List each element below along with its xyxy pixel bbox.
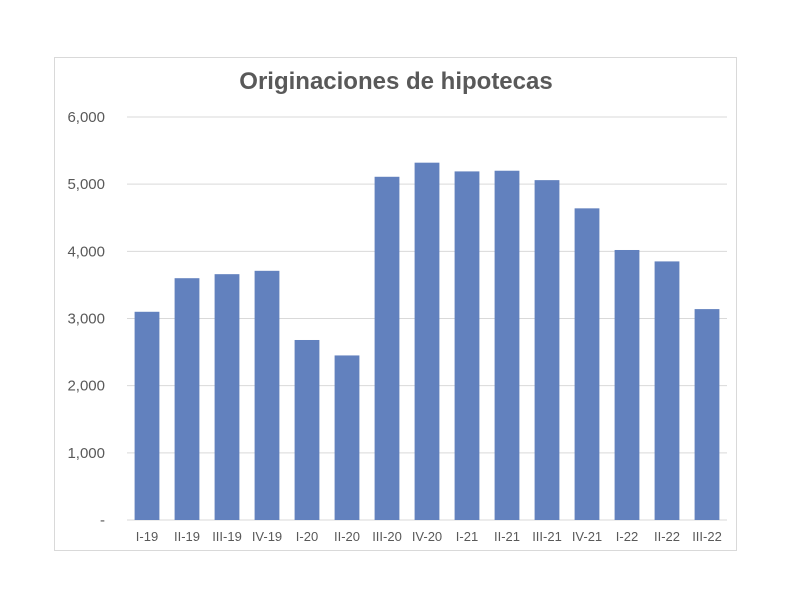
bar-IV-20 — [414, 162, 440, 520]
bar-III-21 — [534, 180, 560, 521]
bars — [134, 162, 720, 521]
bar-I-19 — [134, 311, 160, 520]
bar-I-20 — [294, 339, 320, 520]
y-tick-label: 2,000 — [67, 378, 105, 395]
y-axis-ticks: - 1,000 2,000 3,000 4,000 5,000 6,000 — [67, 109, 105, 529]
bar-III-20 — [374, 176, 400, 521]
x-tick-label: IV-19 — [252, 529, 282, 544]
x-tick-label: II-21 — [494, 529, 520, 544]
x-tick-label: IV-21 — [572, 529, 602, 544]
bar-I-22 — [614, 249, 640, 521]
chart-title: Originaciones de hipotecas — [239, 68, 553, 95]
x-tick-label: IV-20 — [412, 529, 442, 544]
x-tick-label: III-21 — [532, 529, 562, 544]
x-tick-label: III-20 — [372, 529, 402, 544]
x-tick-label: I-22 — [616, 529, 638, 544]
y-tick-label: - — [100, 512, 105, 529]
bar-III-19 — [214, 274, 240, 520]
y-tick-label: 1,000 — [67, 445, 105, 462]
bar-II-20 — [334, 355, 360, 520]
x-tick-label: I-19 — [136, 529, 158, 544]
x-tick-label: III-22 — [692, 529, 722, 544]
x-tick-label: I-20 — [296, 529, 318, 544]
bar-IV-19 — [254, 270, 280, 520]
y-tick-label: 3,000 — [67, 311, 105, 328]
x-tick-label: I-21 — [456, 529, 478, 544]
x-tick-label: III-19 — [212, 529, 242, 544]
y-tick-label: 4,000 — [67, 243, 105, 260]
bar-II-19 — [174, 278, 200, 520]
bar-II-21 — [494, 170, 520, 520]
y-tick-label: 6,000 — [67, 109, 105, 126]
x-tick-label: II-20 — [334, 529, 360, 544]
bar-III-22 — [694, 309, 720, 520]
bar-II-22 — [654, 261, 680, 520]
y-tick-label: 5,000 — [67, 176, 105, 193]
x-axis-ticks: I-19 II-19 III-19 IV-19 I-20 II-20 III-20 IV-20… — [136, 529, 722, 544]
x-tick-label: II-19 — [174, 529, 200, 544]
x-tick-label: II-22 — [654, 529, 680, 544]
bar-I-21 — [454, 171, 480, 520]
bar-IV-21 — [574, 208, 600, 520]
